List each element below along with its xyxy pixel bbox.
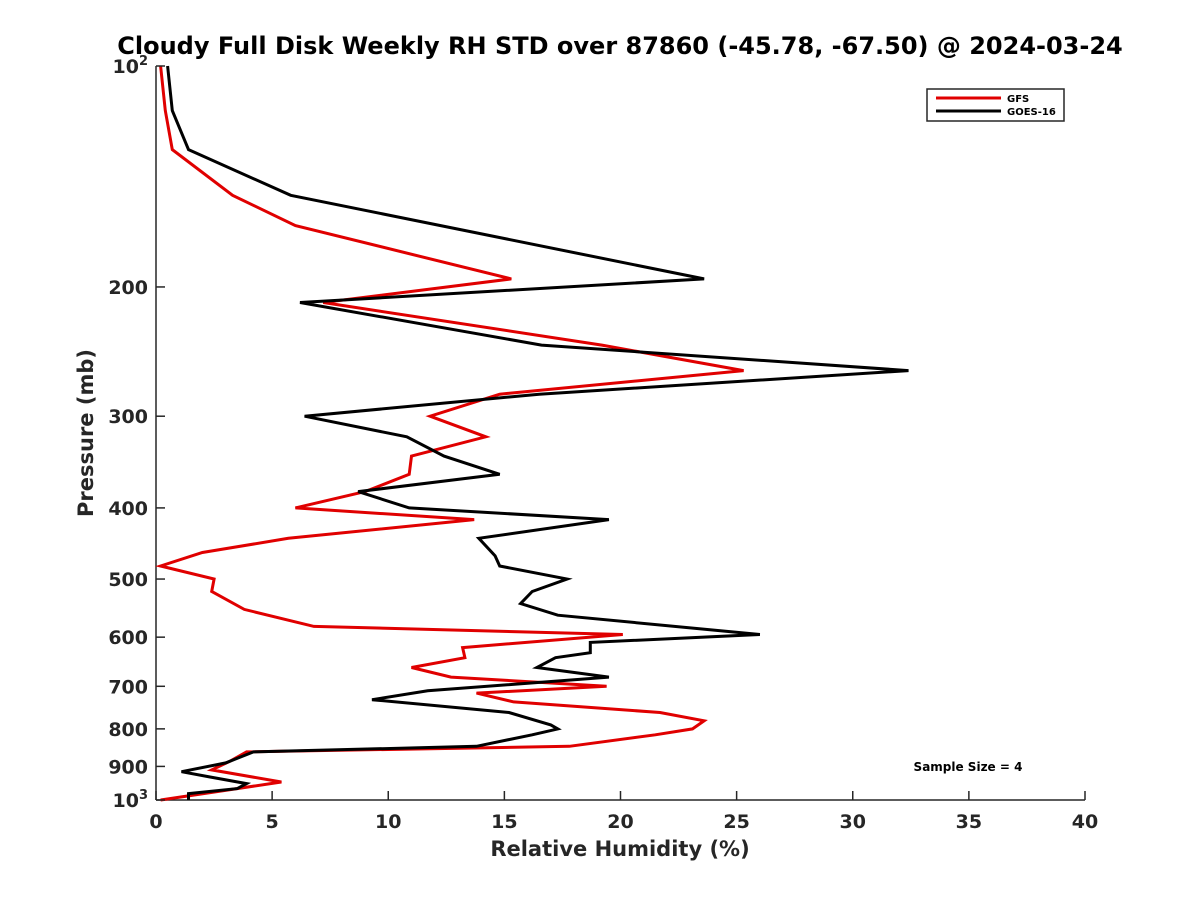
legend: GFS GOES-16 [926,88,1065,122]
y-tick-label: 600 [108,627,148,649]
y-axis-label: Pressure (mb) [74,349,98,517]
y-tick-label: 700 [108,676,148,698]
y-tick-label: 102 [113,54,149,78]
x-tick-label: 25 [723,811,749,833]
legend-box [926,88,1065,122]
x-axis-label: Relative Humidity (%) [490,837,749,861]
y-tick-label: 800 [108,719,148,741]
x-tick-label: 5 [266,811,279,833]
y-tick-label: 900 [108,756,148,778]
sample-size-annotation: Sample Size = 4 [914,760,1023,774]
y-ticks: 102 200 300 400 500 600 700 800 900 103 [108,54,165,812]
series-line-goes16 [166,65,909,800]
x-tick-label: 0 [149,811,162,833]
x-tick-label: 40 [1072,811,1098,833]
x-tick-label: 35 [956,811,982,833]
series-line-gfs [155,65,744,802]
y-tick-label: 300 [108,406,148,428]
x-tick-label: 15 [491,811,517,833]
x-tick-label: 20 [607,811,633,833]
plot-area: 0 5 10 15 20 25 30 35 40 102 200 300 400 500 600 700 80… [108,54,1098,833]
y-tick-label: 500 [108,569,148,591]
series-layer [155,65,909,802]
x-tick-label: 10 [375,811,401,833]
legend-label-gfs: GFS [1007,94,1029,105]
y-tick-label: 400 [108,498,148,520]
x-tick-label: 30 [840,811,866,833]
x-ticks: 0 5 10 15 20 25 30 35 40 [149,791,1098,833]
y-tick-label: 200 [108,277,148,299]
chart-title: Cloudy Full Disk Weekly RH STD over 8786… [117,32,1123,60]
y-tick-label: 103 [113,788,149,812]
legend-label-goes16: GOES-16 [1007,107,1056,118]
